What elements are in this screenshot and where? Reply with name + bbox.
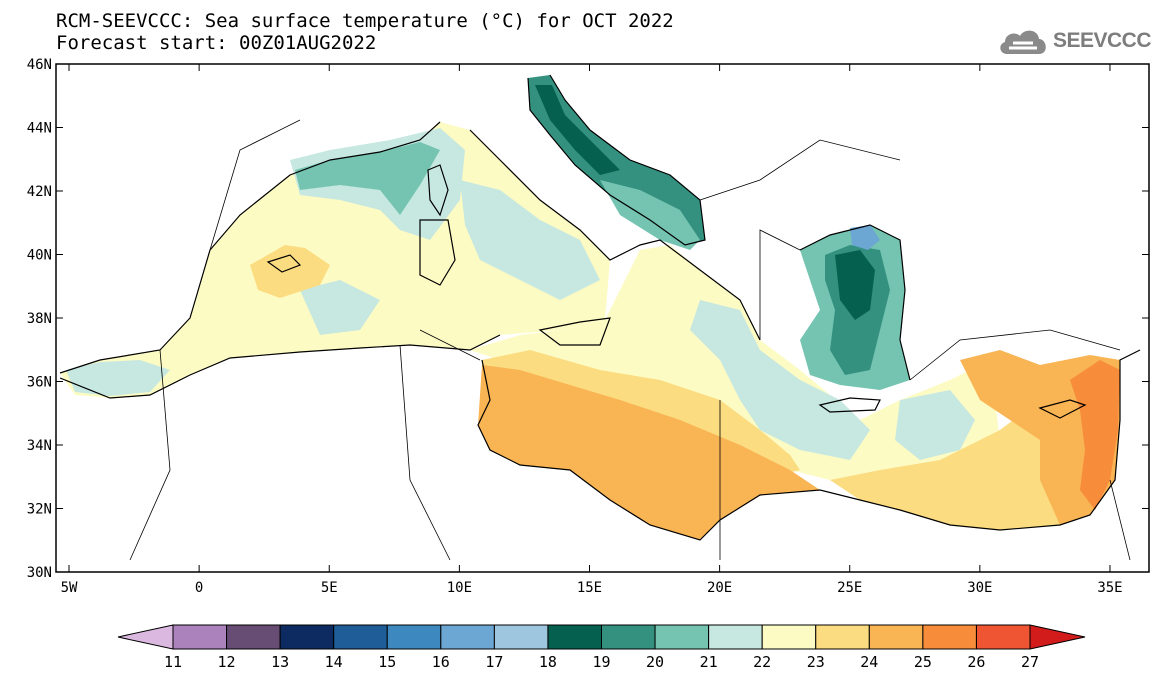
lat-tick-label: 46N [27, 57, 52, 73]
lat-tick-label: 32N [27, 502, 52, 518]
colorbar-label: 22 [753, 653, 771, 671]
lat-tick-label: 40N [27, 248, 52, 264]
sst-region-aegean-18 [835, 250, 875, 320]
lat-tick-label: 44N [27, 121, 52, 137]
sst-region-sirte-25 [478, 365, 820, 540]
sst-region-algerian-cool [300, 280, 380, 335]
colorbar-label: 12 [218, 653, 236, 671]
colorbar-swatch [172, 624, 228, 650]
lon-tick-label: 0 [195, 580, 203, 596]
title-line-2: Forecast start: 00Z01AUG2022 [56, 32, 377, 54]
sst-region-adriatic-21 [600, 180, 700, 250]
lon-tick-label: 10E [447, 580, 472, 596]
colorbar-label: 13 [271, 653, 289, 671]
logo-text: SEEVCCC [1052, 29, 1152, 52]
axis-ticks: 5W 0 5E 10E 15E 20E 25E 30E 35E 46N 44N 42N 40N 38N 36… [27, 57, 1149, 596]
mallorca-island [266, 254, 302, 273]
colorbar-label: 18 [539, 653, 557, 671]
sst-region-egypt-24 [880, 470, 970, 515]
colorbar-label: 14 [325, 653, 343, 671]
colorbar-label: 16 [432, 653, 450, 671]
sst-region-ionian-cool [690, 300, 870, 460]
cloud-icon [1000, 30, 1046, 54]
map-title: RCM-SEEVCCC: Sea surface temperature (°C… [56, 10, 674, 54]
lat-tick-label: 34N [27, 438, 52, 454]
sst-region-adriatic-19 [535, 85, 620, 175]
colorbar-swatch [547, 624, 602, 650]
title-line-1: RCM-SEEVCCC: Sea surface temperature (°C… [56, 10, 674, 32]
colorbar-swatch [654, 624, 710, 650]
colorbar-label: 19 [592, 653, 610, 671]
colorbar-swatch [708, 624, 763, 650]
colorbar-label: 20 [646, 653, 664, 671]
colorbar-swatch [493, 624, 549, 650]
colorbar-swatch [922, 624, 977, 650]
seevccc-logo: SEEVCCC [997, 24, 1152, 58]
colorbar-swatch [226, 624, 281, 650]
colorbar-label: 23 [807, 653, 825, 671]
colorbar-swatch [279, 624, 335, 650]
lat-tick-label: 30N [27, 565, 52, 581]
colorbar-label: 25 [914, 653, 932, 671]
coastline-layer [59, 74, 1141, 541]
sardinia-island [419, 219, 456, 286]
lon-tick-label: 35E [1097, 580, 1122, 596]
sst-region-tyrrhenian-cool [460, 180, 600, 300]
colorbar-swatch [601, 624, 656, 650]
colorbar-label: 17 [485, 653, 503, 671]
lon-tick-label: 5E [321, 580, 338, 596]
sst-region-east-levant-26 [1070, 360, 1120, 510]
sst-region-marmara-17 [850, 225, 880, 250]
colorbar: 11 12 13 14 15 16 17 18 19 20 21 22 23 24 25 26 27 [117, 624, 1086, 671]
crete-island [818, 397, 881, 413]
sst-region-alboran-cool [66, 360, 170, 396]
colorbar-min-arrow [117, 624, 174, 650]
colorbar-label: 26 [967, 653, 985, 671]
colorbar-label: 24 [860, 653, 878, 671]
colorbar-label: 11 [164, 653, 182, 671]
lon-tick-label: 15E [577, 580, 602, 596]
colorbar-swatch [440, 624, 495, 650]
colorbar-swatch [761, 624, 817, 650]
lon-tick-label: 5W [61, 580, 78, 596]
colorbar-label: 21 [700, 653, 718, 671]
lon-tick-label: 30E [967, 580, 992, 596]
colorbar-swatch [815, 624, 870, 650]
colorbar-max-arrow [1029, 624, 1086, 650]
colorbar-swatch [333, 624, 388, 650]
lat-tick-label: 42N [27, 184, 52, 200]
colorbar-label: 27 [1021, 653, 1039, 671]
lat-tick-label: 36N [27, 375, 52, 391]
lon-tick-label: 20E [707, 580, 732, 596]
cyprus-island [1038, 399, 1087, 419]
colorbar-label: 15 [378, 653, 396, 671]
sst-field-layer [60, 75, 1120, 540]
corsica-island [427, 164, 449, 217]
colorbar-swatch [975, 624, 1031, 650]
colorbar-swatch [868, 624, 924, 650]
colorbar-swatch [386, 624, 442, 650]
sst-region-levant-cool [895, 390, 975, 460]
country-border-layer [129, 119, 1131, 561]
sicily-island [538, 317, 611, 346]
lat-tick-label: 38N [27, 311, 52, 327]
lon-tick-label: 25E [837, 580, 862, 596]
sst-region-balearic-warm [250, 245, 330, 298]
